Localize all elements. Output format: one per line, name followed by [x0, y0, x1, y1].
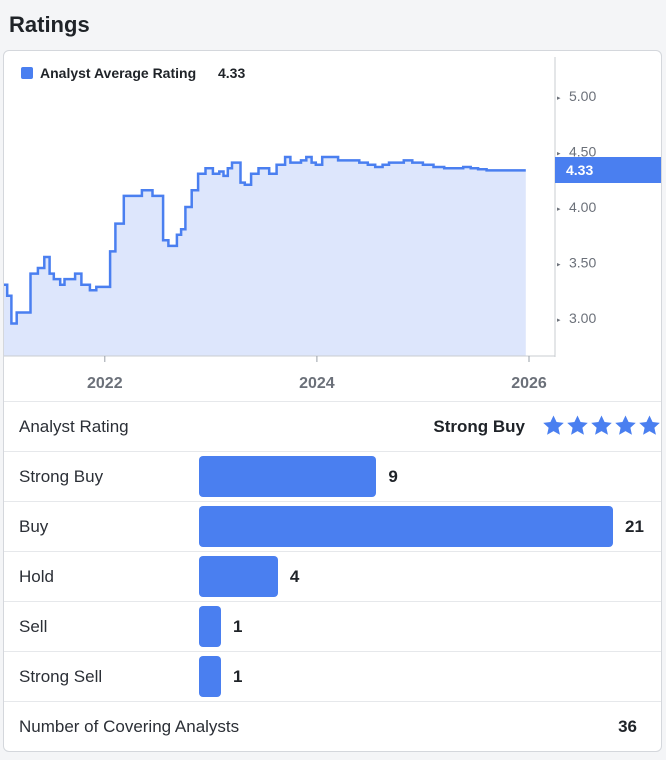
rating-count: 1: [233, 667, 243, 686]
x-tick-label: 2024: [299, 375, 335, 392]
y-tick-mark: ▸: [557, 206, 561, 213]
ratings-card: ▸ 5.00 ▸ 4.50 ▸ 4.00 ▸ 3.50 ▸ 3.00 2022 2024 2026 A…: [3, 50, 662, 752]
current-value-label: 4.33: [566, 162, 593, 178]
rating-count: 9: [388, 467, 398, 486]
rating-bar[interactable]: [199, 656, 221, 697]
rating-count: 1: [233, 617, 243, 636]
y-tick-mark: ▸: [557, 317, 561, 324]
rating-count: 21: [625, 517, 644, 536]
legend-label: Analyst Average Rating: [40, 65, 196, 81]
rating-row-label: Strong Buy: [19, 467, 104, 486]
rating-row: Sell 1: [4, 601, 661, 651]
star-icon: [542, 414, 565, 442]
rating-bar[interactable]: [199, 456, 377, 497]
y-tick-label: 5.00: [569, 88, 596, 104]
rating-bar[interactable]: [199, 506, 613, 547]
x-tick-label: 2022: [87, 375, 123, 392]
covering-analysts-count: 36: [618, 717, 637, 736]
star-icon: [590, 414, 613, 442]
y-tick-label: 3.50: [569, 255, 596, 271]
current-value-badge: [555, 157, 661, 183]
star-icon: [614, 414, 637, 442]
legend-value: 4.33: [218, 65, 245, 81]
rating-stars: [542, 414, 661, 442]
rating-count: 4: [289, 567, 300, 586]
rating-area-fill: [4, 157, 526, 356]
rating-row-label: Strong Sell: [19, 667, 103, 686]
current-value-marker: 4.33: [555, 157, 661, 183]
chart-legend[interactable]: Analyst Average Rating 4.33: [21, 65, 245, 81]
rating-row-label: Sell: [19, 617, 48, 636]
legend-swatch: [21, 67, 33, 79]
rating-row-label: Hold: [19, 567, 54, 586]
rating-row: Buy 21: [4, 501, 661, 551]
rating-bar[interactable]: [199, 556, 278, 597]
y-tick-label: 4.00: [569, 199, 596, 215]
y-tick-label: 3.00: [569, 310, 596, 326]
covering-analysts-row: Number of Covering Analysts 36: [4, 701, 661, 751]
x-tick-label: 2026: [511, 375, 547, 392]
rating-series-line[interactable]: [4, 155, 526, 325]
y-tick-label: 4.50: [569, 144, 596, 160]
rating-row: Strong Sell 1: [4, 651, 661, 701]
analyst-rating-label: Analyst Rating: [19, 417, 129, 436]
rating-row: Hold 4: [4, 551, 661, 601]
covering-analysts-label: Number of Covering Analysts: [19, 717, 240, 736]
y-tick-mark: ▸: [557, 95, 561, 102]
y-tick-mark: ▸: [557, 151, 561, 158]
star-icon: [566, 414, 589, 442]
rating-bar[interactable]: [199, 606, 221, 647]
rating-row: Strong Buy 9: [4, 451, 661, 501]
analyst-rating-value: Strong Buy: [433, 417, 525, 436]
page-title: Ratings: [9, 12, 90, 37]
analyst-rating-row: Analyst Rating Strong Buy: [4, 401, 661, 451]
rating-chart: ▸ 5.00 ▸ 4.50 ▸ 4.00 ▸ 3.50 ▸ 3.00 2022 2024 2026 A…: [4, 57, 661, 392]
star-icon: [638, 414, 661, 442]
rating-row-label: Buy: [19, 517, 49, 536]
y-tick-mark: ▸: [557, 262, 561, 269]
